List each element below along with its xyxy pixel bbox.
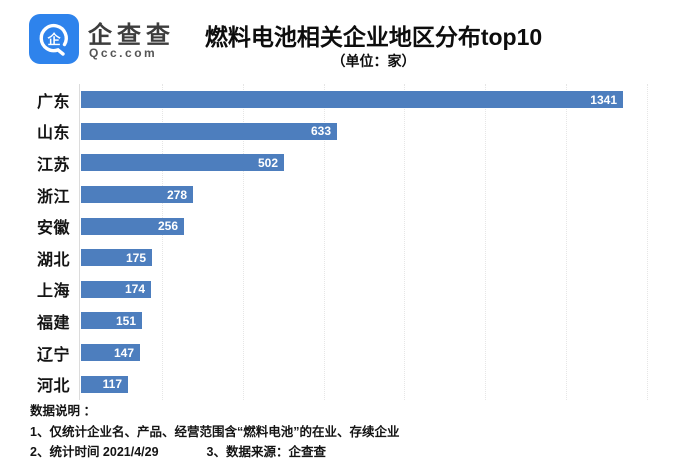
- bar-track: 117: [81, 375, 687, 393]
- bar: 147: [81, 344, 140, 362]
- note-source: 3、数据来源：企查查: [206, 445, 326, 459]
- category-label: 辽宁: [36, 346, 70, 364]
- chart-row: 辽宁 147: [0, 337, 687, 369]
- bar: 1341: [81, 91, 623, 109]
- gridline: [242, 84, 244, 400]
- chart-row: 河北 117: [0, 368, 687, 400]
- bar-track: 174: [81, 280, 687, 298]
- note-scope: 1、仅统计企业名、产品、经营范围含“燃料电池”的在业、存续企业: [30, 424, 400, 439]
- bar-value-label: 278: [166, 187, 187, 202]
- chart-row: 江苏 502: [0, 147, 687, 179]
- bar-value-label: 633: [310, 124, 331, 139]
- gridline: [323, 84, 325, 400]
- category-label: 浙江: [36, 188, 70, 206]
- bar-track: 256: [81, 217, 687, 235]
- chart-row: 湖北 175: [0, 242, 687, 274]
- bar-value-label: 256: [157, 219, 178, 234]
- chart-row: 广东 1341: [0, 84, 687, 116]
- bar-track: 633: [81, 122, 687, 140]
- category-label: 山东: [36, 125, 70, 143]
- data-notes: 数据说明 ： 1、仅统计企业名、产品、经营范围含“燃料电池”的在业、存续企业 2…: [30, 401, 677, 463]
- chart-row: 山东 633: [0, 116, 687, 148]
- bar-value-label: 175: [125, 250, 146, 265]
- gridline: [566, 84, 568, 400]
- bar: 117: [81, 375, 128, 393]
- category-label: 上海: [36, 283, 70, 301]
- bar-track: 502: [81, 154, 687, 172]
- gridline: [647, 84, 648, 400]
- y-axis-line: [79, 84, 80, 400]
- bar-value-label: 502: [257, 155, 278, 170]
- bar-value-label: 117: [102, 377, 122, 392]
- bar-track: 175: [81, 249, 687, 267]
- category-label: 广东: [36, 93, 70, 111]
- chart-row: 福建 151: [0, 305, 687, 337]
- chart-row: 上海 174: [0, 274, 687, 306]
- bar-rows: 广东 1341 山东 633 江苏 502 浙江 278 安徽 256 湖北 175 上海 174 福建 15…: [0, 84, 687, 400]
- bar: 633: [81, 122, 337, 140]
- gridline: [485, 84, 487, 400]
- qcc-logo-icon: 企: [28, 13, 80, 70]
- bar: 502: [81, 154, 284, 172]
- category-label: 福建: [36, 314, 70, 332]
- bar-value-label: 151: [115, 313, 136, 328]
- chart-title: 燃料电池相关企业地区分布top10: [204, 24, 543, 50]
- category-label: 湖北: [36, 251, 70, 269]
- note-date: 2、统计时间 2021/4/29: [30, 445, 159, 459]
- chart-row: 安徽 256: [0, 210, 687, 242]
- bar-chart: 广东 1341 山东 633 江苏 502 浙江 278 安徽 256 湖北 175 上海 174 福建 15…: [0, 84, 687, 400]
- bar: 174: [81, 280, 151, 298]
- bar: 256: [81, 217, 184, 235]
- chart-subtitle: （单位：家）: [331, 53, 416, 69]
- category-label: 江苏: [36, 156, 70, 174]
- bar: 278: [81, 186, 193, 204]
- bar: 151: [81, 312, 142, 330]
- gridline: [161, 84, 163, 400]
- bar-track: 278: [81, 186, 687, 204]
- notes-heading: 数据说明 ：: [30, 404, 96, 418]
- gridline: [404, 84, 406, 400]
- bar-value-label: 1341: [590, 92, 617, 107]
- qcc-logo: 企 企查查 Qcc.com: [28, 13, 178, 67]
- category-label: 河北: [36, 378, 70, 396]
- brand-name-cn: 企查查: [88, 22, 175, 49]
- note-meta: 2、统计时间 2021/4/29 3、数据来源：企查查: [30, 442, 677, 463]
- bar-track: 1341: [81, 91, 687, 109]
- bar: 175: [81, 249, 152, 267]
- chart-row: 浙江 278: [0, 179, 687, 211]
- bar-value-label: 147: [113, 345, 134, 360]
- bar-track: 151: [81, 312, 687, 330]
- svg-text:企: 企: [46, 32, 61, 48]
- title-block: 燃料电池相关企业地区分布top10 （单位：家）: [60, 24, 687, 69]
- bar-value-label: 174: [124, 282, 145, 297]
- bar-track: 147: [81, 344, 687, 362]
- brand-name-en: Qcc.com: [89, 46, 158, 60]
- category-label: 安徽: [36, 220, 70, 238]
